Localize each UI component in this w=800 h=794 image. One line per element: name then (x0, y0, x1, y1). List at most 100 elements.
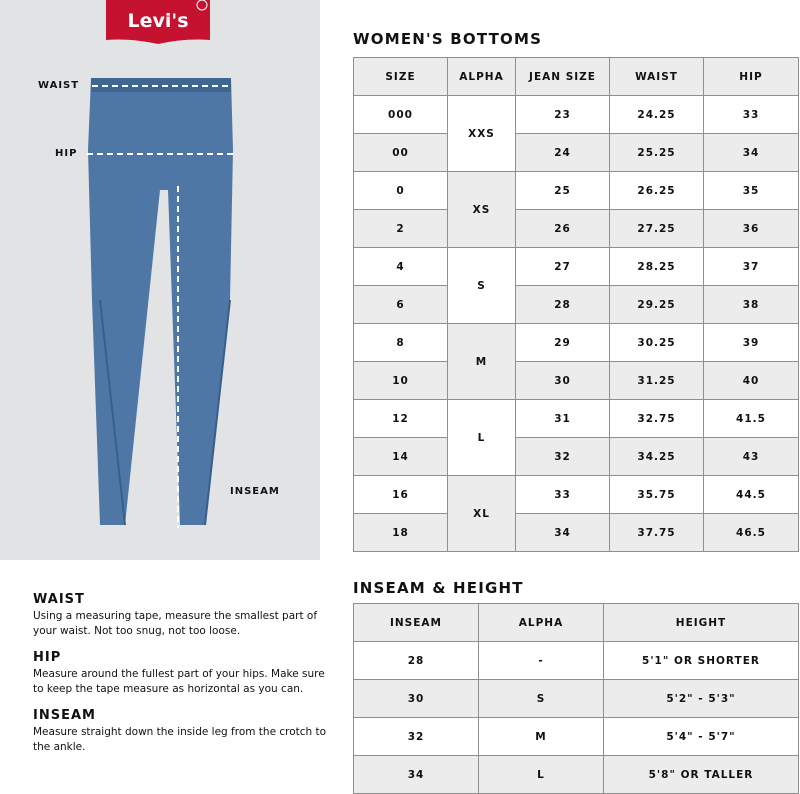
waist-cell: 34.25 (609, 437, 704, 476)
table-row: 28-5'1" OR SHORTER (353, 641, 799, 680)
hip-cell: 37 (703, 247, 799, 286)
waist-cell: 24.25 (609, 95, 704, 134)
size-cell: 000 (353, 95, 448, 134)
size-cell: 0 (353, 171, 448, 210)
table-row: 00 24 25.25 34 (353, 133, 799, 172)
waist-cell: 30.25 (609, 323, 704, 362)
waist-cell: 28.25 (609, 247, 704, 286)
jean-cell: 32 (515, 437, 610, 476)
jean-cell: 24 (515, 133, 610, 172)
column-header: WAIST (609, 57, 704, 96)
jeans-image (88, 78, 233, 526)
waist-cell: 25.25 (609, 133, 704, 172)
column-header: ALPHA (478, 603, 604, 642)
table-row: 10 30 31.25 40 (353, 361, 799, 400)
column-header: HIP (703, 57, 799, 96)
alpha-cell: XS (447, 171, 516, 248)
jean-cell: 30 (515, 361, 610, 400)
hip-cell: 46.5 (703, 513, 799, 552)
size-cell: 4 (353, 247, 448, 286)
table-row: 4 S 27 28.25 37 (353, 247, 799, 324)
jean-cell: 28 (515, 285, 610, 324)
inseam-height-table: INSEAM ALPHA HEIGHT 28-5'1" OR SHORTER 30 S 5… (353, 603, 799, 794)
table-row: 6 28 29.25 38 (353, 285, 799, 324)
inseam-cell: 30 (353, 679, 479, 718)
inseam-cell: 28 (353, 641, 479, 680)
womens-bottoms-title: WOMEN'S BOTTOMS (353, 30, 543, 48)
alpha-cell: M (447, 323, 516, 400)
table-row: 30 S 5'2" - 5'3" (353, 679, 799, 718)
womens-size-table: SIZE ALPHA JEAN SIZE WAIST HIP 000 XXS 23 24.25… (353, 57, 799, 552)
guide-text: Measure straight down the inside leg fro… (33, 726, 327, 753)
jean-cell: 23 (515, 95, 610, 134)
waist-cell: 32.75 (609, 399, 704, 438)
waist-cell: 37.75 (609, 513, 704, 552)
size-cell: 8 (353, 323, 448, 362)
svg-text:Levi's: Levi's (127, 10, 188, 32)
jean-cell: 33 (515, 475, 610, 514)
waist-cell: 29.25 (609, 285, 704, 324)
inseam-label: INSEAM (230, 486, 280, 497)
hip-cell: 44.5 (703, 475, 799, 514)
height-cell: 5'2" - 5'3" (603, 679, 799, 718)
table-row: 18 34 37.75 46.5 (353, 513, 799, 552)
size-cell: 6 (353, 285, 448, 324)
jean-cell: 26 (515, 209, 610, 248)
waist-cell: 31.25 (609, 361, 704, 400)
inseam-cell: 34 (353, 755, 479, 794)
measure-guide-waist: WAIST Using a measuring tape, measure the… (33, 592, 333, 639)
size-cell: 16 (353, 475, 448, 514)
hip-cell: 35 (703, 171, 799, 210)
alpha-cell: S (478, 679, 604, 718)
table-row: 2 26 27.25 36 (353, 209, 799, 248)
waist-label: WAIST (38, 80, 80, 91)
waist-cell: 26.25 (609, 171, 704, 210)
column-header: INSEAM (353, 603, 479, 642)
jean-cell: 29 (515, 323, 610, 362)
jean-cell: 31 (515, 399, 610, 438)
hip-cell: 43 (703, 437, 799, 476)
jean-cell: 27 (515, 247, 610, 286)
inseam-height-title: INSEAM & HEIGHT (353, 579, 524, 597)
guide-text: Measure around the fullest part of your … (33, 668, 325, 695)
hip-label: HIP (55, 148, 78, 159)
table-row: 16 XL 33 35.75 44.5 (353, 475, 799, 552)
measure-guide-hip: HIP Measure around the fullest part of yo… (33, 650, 333, 697)
size-cell: 2 (353, 209, 448, 248)
table-row: 0 XS 25 26.25 35 (353, 171, 799, 248)
hip-cell: 36 (703, 209, 799, 248)
hip-cell: 38 (703, 285, 799, 324)
alpha-cell: XXS (447, 95, 516, 172)
size-cell: 18 (353, 513, 448, 552)
alpha-cell: XL (447, 475, 516, 552)
hip-cell: 33 (703, 95, 799, 134)
table-row: 12 L 31 32.75 41.5 (353, 399, 799, 476)
guide-title: HIP (33, 650, 62, 665)
table-row: 000 XXS 23 24.25 33 (353, 95, 799, 172)
jean-cell: 25 (515, 171, 610, 210)
guide-title: WAIST (33, 592, 85, 607)
levis-logo: Levi's (106, 0, 210, 44)
height-cell: 5'8" OR TALLER (603, 755, 799, 794)
table-row: 14 32 34.25 43 (353, 437, 799, 476)
jean-cell: 34 (515, 513, 610, 552)
height-cell: 5'1" OR SHORTER (603, 641, 799, 680)
table-row: 34 L 5'8" OR TALLER (353, 755, 799, 794)
guide-title: INSEAM (33, 708, 96, 723)
hip-cell: 39 (703, 323, 799, 362)
alpha-cell: L (478, 755, 604, 794)
size-cell: 10 (353, 361, 448, 400)
table-row: 32 M 5'4" - 5'7" (353, 717, 799, 756)
jeans-diagram-panel: Levi's WAIST HIP INSEAM (0, 0, 320, 560)
size-cell: 12 (353, 399, 448, 438)
inseam-cell: 32 (353, 717, 479, 756)
levis-logo-and-jeans: Levi's (87, 0, 233, 528)
size-cell: 14 (353, 437, 448, 476)
alpha-cell: M (478, 717, 604, 756)
waist-cell: 35.75 (609, 475, 704, 514)
column-header: ALPHA (447, 57, 516, 96)
hip-cell: 34 (703, 133, 799, 172)
column-header: HEIGHT (603, 603, 799, 642)
column-header: JEAN SIZE (515, 57, 610, 96)
waist-cell: 27.25 (609, 209, 704, 248)
